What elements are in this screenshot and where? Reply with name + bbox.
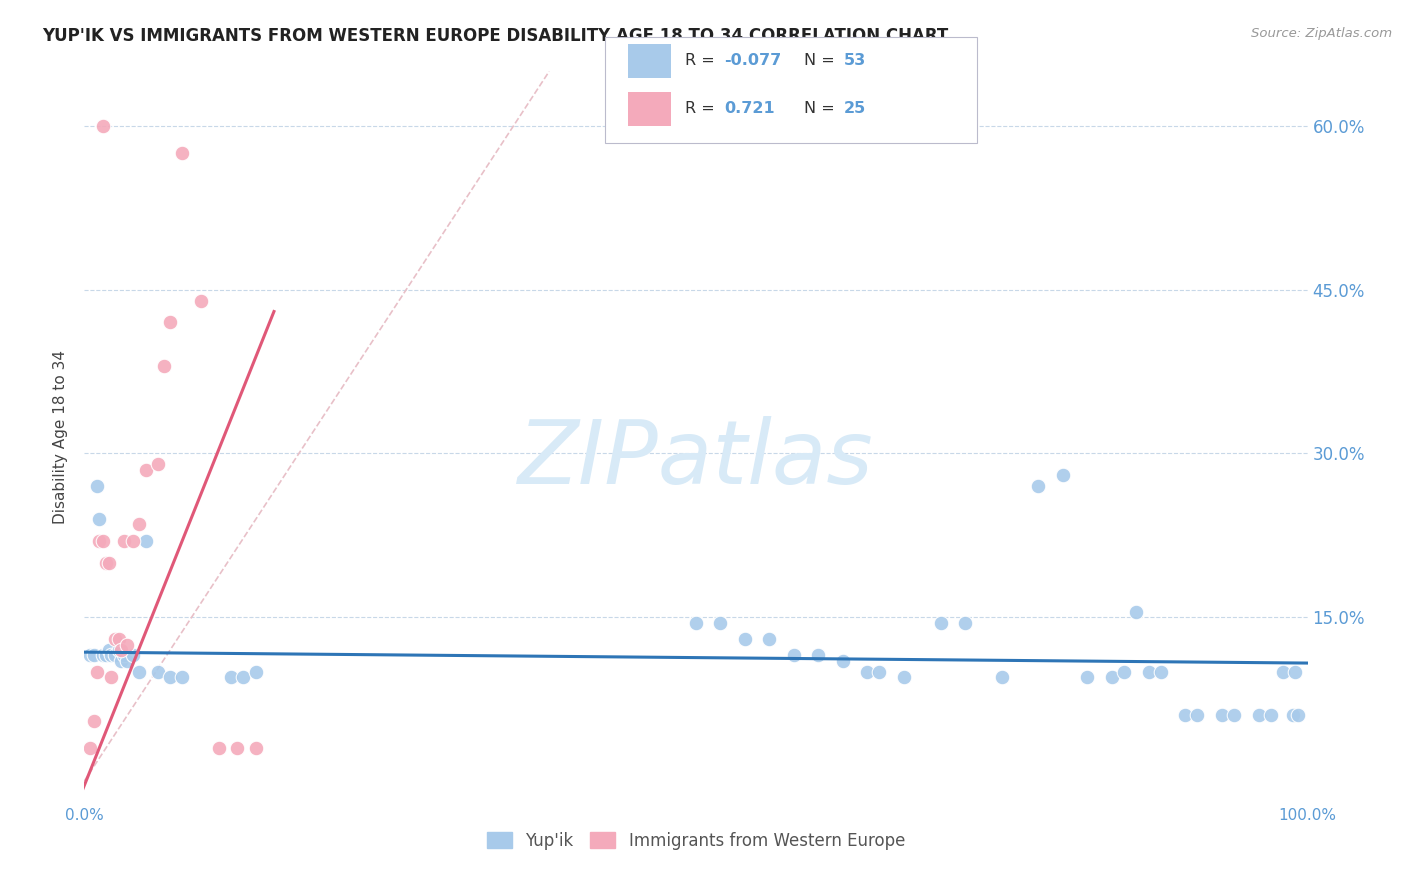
Point	[1282, 708, 1305, 723]
Point	[79, 741, 101, 756]
Point	[1076, 670, 1098, 684]
Text: 25: 25	[844, 102, 866, 116]
Point	[208, 741, 231, 756]
Point	[685, 615, 707, 630]
Point	[1101, 670, 1123, 684]
Point	[96, 648, 118, 663]
Point	[104, 648, 127, 663]
Point	[245, 665, 267, 679]
Point	[734, 632, 756, 646]
Point	[96, 556, 118, 570]
Point	[128, 517, 150, 532]
Point	[1272, 665, 1295, 679]
Point	[146, 665, 169, 679]
Point	[112, 648, 135, 663]
Point	[86, 665, 108, 679]
Text: N =: N =	[804, 54, 841, 68]
Point	[104, 632, 127, 646]
Point	[1028, 479, 1050, 493]
Text: Source: ZipAtlas.com: Source: ZipAtlas.com	[1251, 27, 1392, 40]
Point	[869, 665, 891, 679]
Point	[893, 670, 915, 684]
Point	[1247, 708, 1270, 723]
Point	[783, 648, 806, 663]
Point	[83, 714, 105, 728]
Point	[112, 533, 135, 548]
Point	[135, 533, 157, 548]
Point	[107, 643, 129, 657]
Text: ZIPatlas: ZIPatlas	[519, 416, 873, 502]
Text: 53: 53	[844, 54, 866, 68]
Point	[1286, 708, 1309, 723]
Text: R =: R =	[685, 102, 724, 116]
Point	[91, 648, 114, 663]
Point	[831, 654, 853, 668]
Text: N =: N =	[804, 102, 841, 116]
Point	[245, 741, 267, 756]
Point	[1150, 665, 1173, 679]
Point	[110, 654, 132, 668]
Text: -0.077: -0.077	[724, 54, 782, 68]
Text: YUP'IK VS IMMIGRANTS FROM WESTERN EUROPE DISABILITY AGE 18 TO 34 CORRELATION CHA: YUP'IK VS IMMIGRANTS FROM WESTERN EUROPE…	[42, 27, 949, 45]
Point	[929, 615, 952, 630]
Point	[219, 670, 242, 684]
Point	[87, 512, 110, 526]
Point	[1174, 708, 1197, 723]
Point	[807, 648, 830, 663]
Point	[1137, 665, 1160, 679]
Point	[159, 670, 181, 684]
Y-axis label: Disability Age 18 to 34: Disability Age 18 to 34	[53, 350, 69, 524]
Point	[758, 632, 780, 646]
Point	[135, 463, 157, 477]
Point	[856, 665, 879, 679]
Point	[953, 615, 976, 630]
Point	[107, 632, 129, 646]
Point	[172, 670, 194, 684]
Point	[100, 670, 122, 684]
Point	[1284, 665, 1306, 679]
Point	[97, 643, 120, 657]
Point	[1052, 468, 1074, 483]
Point	[83, 648, 105, 663]
Point	[146, 458, 169, 472]
Point	[1114, 665, 1136, 679]
Point	[87, 533, 110, 548]
Point	[122, 533, 145, 548]
Point	[1260, 708, 1282, 723]
Point	[97, 556, 120, 570]
Text: R =: R =	[685, 54, 720, 68]
Point	[122, 648, 145, 663]
Point	[110, 643, 132, 657]
Point	[91, 533, 114, 548]
Point	[115, 638, 138, 652]
Point	[991, 670, 1014, 684]
Point	[1187, 708, 1209, 723]
Text: 0.721: 0.721	[724, 102, 775, 116]
Point	[1223, 708, 1246, 723]
Point	[86, 479, 108, 493]
Point	[1125, 605, 1147, 619]
Point	[190, 293, 212, 308]
Point	[91, 119, 114, 133]
Point	[115, 654, 138, 668]
Legend: Yup'ik, Immigrants from Western Europe: Yup'ik, Immigrants from Western Europe	[481, 825, 911, 856]
Point	[226, 741, 249, 756]
Point	[153, 359, 176, 373]
Point	[709, 615, 731, 630]
Point	[79, 648, 101, 663]
Point	[128, 665, 150, 679]
Point	[172, 146, 194, 161]
Point	[1211, 708, 1233, 723]
Point	[232, 670, 254, 684]
Point	[100, 648, 122, 663]
Point	[159, 315, 181, 329]
